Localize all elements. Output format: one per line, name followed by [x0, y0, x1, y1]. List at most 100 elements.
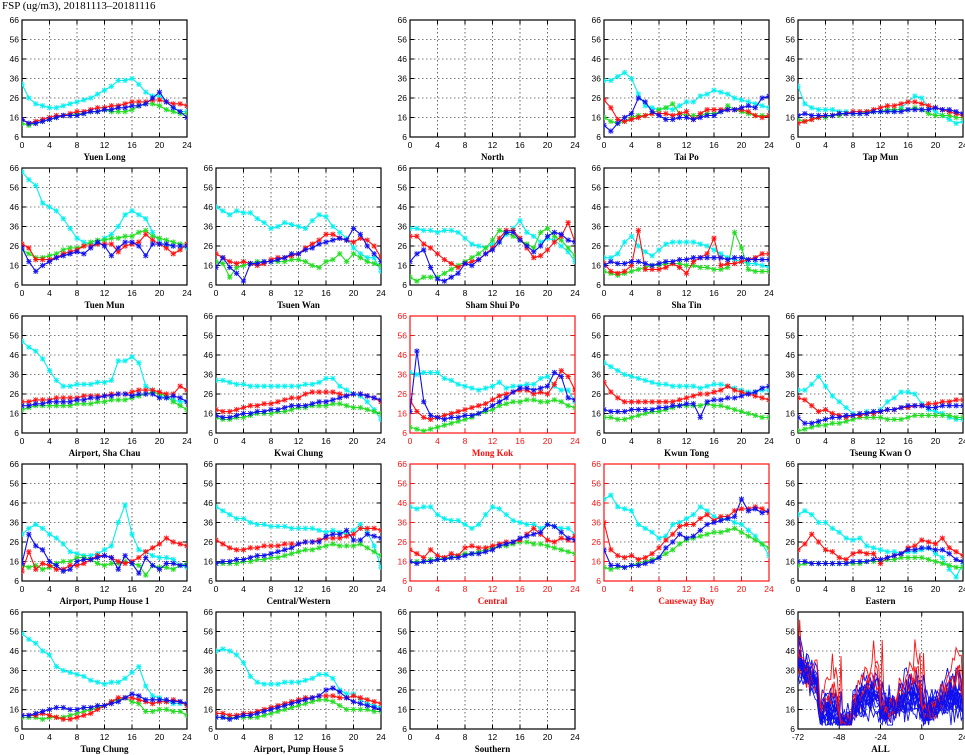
data-point-cyan — [94, 91, 101, 97]
data-point-green — [337, 251, 343, 257]
data-point-blue — [163, 395, 170, 401]
data-point-blue — [129, 393, 135, 399]
tick-label-x: 0 — [602, 140, 607, 150]
data-point-green — [628, 268, 635, 275]
data-point-blue — [22, 116, 25, 123]
data-point-green — [371, 408, 377, 415]
data-point-green — [184, 406, 187, 413]
data-point-green — [441, 270, 448, 276]
data-point-blue — [88, 108, 94, 115]
data-point-cyan — [697, 93, 703, 99]
marker-stroke — [184, 116, 187, 121]
data-point-cyan — [676, 103, 683, 109]
marker-stroke — [378, 255, 381, 259]
data-point-cyan — [330, 223, 336, 230]
data-point-cyan — [809, 105, 815, 111]
tick-label-y: 16 — [592, 261, 602, 271]
data-point-blue — [33, 120, 39, 127]
data-point-blue — [101, 107, 108, 113]
data-point-red — [254, 403, 260, 409]
data-point-cyan — [337, 383, 343, 389]
tick-label-x: 0 — [20, 436, 25, 446]
tick-label-y: 6 — [14, 132, 19, 142]
data-point-red — [410, 233, 413, 239]
marker-stroke — [22, 169, 25, 173]
data-point-red — [635, 114, 642, 121]
data-point-red — [759, 114, 765, 121]
panel-name: Airport, Sha Chau — [69, 448, 141, 458]
data-point-blue — [898, 108, 904, 115]
data-point-cyan — [275, 383, 281, 389]
data-point-cyan — [670, 107, 676, 113]
data-point-green — [129, 107, 135, 113]
panel-sha-tin: 6 16 26 36 46 56 66 0 4 8 12 16 20 24 Sha Tin — [592, 163, 774, 310]
tick-label-x: 20 — [349, 436, 359, 446]
marker-stroke — [22, 340, 25, 344]
marker-stroke — [604, 262, 607, 267]
marker-stroke — [184, 103, 187, 107]
marker-stroke — [766, 259, 769, 263]
data-point-green — [88, 401, 94, 407]
tick-label-x: 8 — [851, 140, 856, 150]
data-point-blue — [247, 260, 254, 267]
data-point-cyan — [129, 208, 135, 214]
marker-stroke — [22, 83, 25, 87]
data-point-blue — [704, 112, 710, 119]
marker-stroke — [216, 408, 219, 413]
data-point-cyan — [122, 358, 128, 364]
tick-label-y: 56 — [398, 35, 408, 45]
marker-stroke — [572, 241, 575, 245]
data-point-blue — [33, 401, 39, 407]
data-point-red — [170, 251, 176, 257]
data-point-green — [378, 262, 381, 269]
data-point-red — [163, 245, 170, 251]
data-point-red — [184, 387, 187, 393]
data-point-cyan — [88, 381, 94, 387]
data-point-blue — [33, 268, 39, 275]
data-point-cyan — [697, 241, 703, 247]
data-point-green — [101, 399, 108, 405]
data-point-green — [115, 397, 121, 403]
tick-label-y: 66 — [398, 163, 408, 173]
data-point-cyan — [247, 210, 254, 216]
data-point-blue — [912, 107, 918, 113]
tick-label-y: 46 — [398, 54, 408, 64]
data-point-red — [22, 399, 25, 405]
data-point-blue — [496, 239, 503, 245]
marker-stroke — [378, 262, 381, 267]
data-point-green — [414, 278, 420, 284]
tick-label-y: 6 — [596, 132, 601, 142]
data-point-cyan — [462, 235, 468, 241]
marker-stroke — [410, 225, 413, 230]
data-point-blue — [60, 253, 66, 259]
tick-label-y: 16 — [204, 409, 214, 419]
data-point-cyan — [364, 399, 370, 405]
tick-label-x: 16 — [709, 140, 719, 150]
data-point-cyan — [960, 118, 963, 125]
data-point-blue — [766, 256, 769, 263]
data-point-cyan — [822, 107, 829, 113]
data-point-blue — [67, 112, 73, 119]
data-point-green — [364, 258, 370, 265]
data-point-green — [46, 253, 53, 259]
data-point-green — [798, 116, 801, 123]
marker-stroke — [378, 264, 381, 269]
data-point-blue — [884, 108, 891, 115]
marker-stroke — [572, 253, 575, 257]
data-point-blue — [905, 107, 911, 113]
data-point-green — [752, 268, 758, 275]
marker-stroke — [960, 114, 963, 119]
data-point-blue — [725, 107, 731, 113]
data-point-cyan — [275, 223, 281, 230]
data-point-red — [676, 264, 683, 271]
data-point-blue — [517, 237, 523, 243]
data-point-blue — [46, 399, 53, 405]
tick-label-x: 12 — [100, 288, 110, 298]
data-point-cyan — [683, 99, 690, 105]
data-point-green — [350, 404, 357, 411]
data-point-red — [683, 108, 690, 115]
marker-stroke — [766, 253, 769, 257]
data-point-cyan — [434, 229, 441, 236]
data-point-blue — [115, 391, 121, 397]
data-point-red — [628, 116, 635, 123]
